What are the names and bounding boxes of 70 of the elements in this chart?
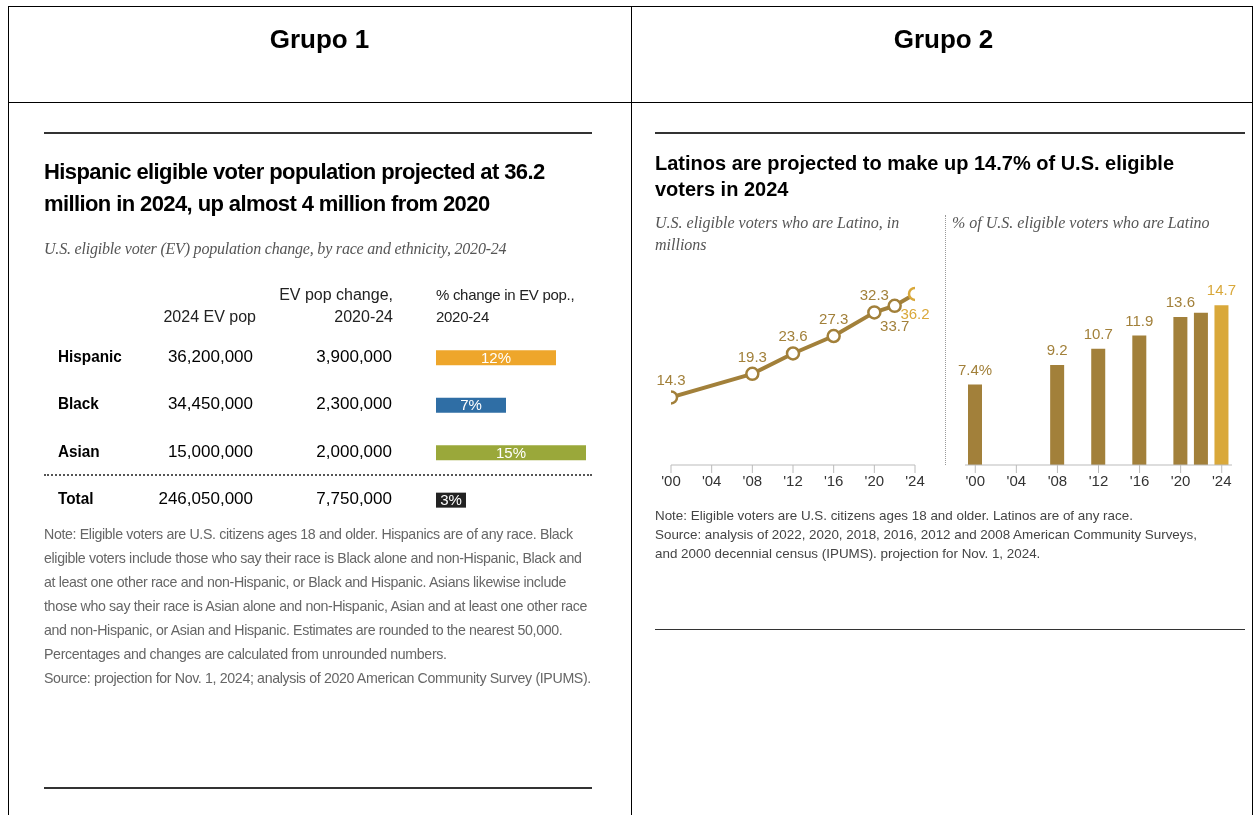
x-tick-label: '24 (1211, 471, 1232, 489)
bar (1214, 305, 1229, 465)
data-label: 14.3 (656, 371, 686, 389)
data-label: 13.6 (1165, 293, 1195, 311)
source-note: Source: analysis of 2022, 2020, 2018, 2016, 2012 and 2008 American Community Surveys, and 2000 decennial census (IPUMS). projection for Nov. 1, 2024. (655, 526, 1198, 563)
x-tick-label: '20 (1170, 471, 1191, 489)
data-label: 7% (460, 396, 482, 414)
data-label: 3% (440, 491, 462, 509)
data-label: 7.4% (957, 360, 993, 378)
bar (1132, 335, 1147, 465)
x-tick-label: '00 (661, 471, 681, 489)
x-axis-title: % change in EV pop., 2020-24 (436, 285, 576, 327)
x-tick-label: '12 (783, 471, 803, 489)
chart-subtitle: U.S. eligible voters who are Latino, in millions (655, 213, 901, 255)
data-label: 11.9 (1125, 311, 1154, 329)
data-label: 15% (495, 443, 527, 461)
x-tick-label: '20 (864, 471, 885, 489)
x-tick-label: '16 (1129, 471, 1150, 489)
data-label: 19.3 (737, 347, 767, 365)
bar (1050, 364, 1065, 465)
text: Note: Eligible voters are U.S. citizens ages 18 and older. Hispanics are of any race. Black eligible voters include those who say their race is Black alone and non-Hispanic, Black and at least one other race and non-Hispanic, or Black and Hispanic. Asians likewise include those who say their race is Asian alone and non-Hispanic, Asian and at least one other race and non-Hispanic, or Asian and Hispanic. Estimates are rounded to the nearest 50,000. Percentages and changes are calculated from unrounded numbers. (44, 525, 589, 664)
text: 2024 EV pop (162, 307, 256, 327)
text: 34,450,000 (166, 394, 253, 415)
text: 15,000,000 (166, 441, 253, 462)
data-label: 9.2 (1046, 340, 1068, 358)
x-tick-label: '00 (965, 471, 986, 489)
y-tick-label: Total (58, 489, 94, 510)
text: 3,900,000 (315, 346, 392, 367)
data-label: 10.7 (1083, 324, 1113, 342)
y-tick-label: Black (58, 394, 99, 415)
text: 2,300,000 (315, 394, 392, 415)
data-label: 12% (480, 348, 512, 366)
x-tick-label: '16 (823, 471, 844, 489)
bar (1173, 317, 1188, 465)
point (867, 305, 882, 320)
text: 2,000,000 (315, 441, 392, 462)
point (785, 346, 801, 361)
text: Note: Eligible voters are U.S. citizens ages 18 and older. Latinos are of any race. (655, 507, 1134, 525)
text: U.S. eligible voter (EV) population change, by race and ethnicity, 2020-24 (44, 240, 508, 258)
data-label: 32.3 (859, 286, 889, 304)
y-tick-label: Asian (58, 441, 100, 462)
text: Grupo 2 (892, 24, 995, 55)
y-tick-label: Hispanic (58, 346, 122, 367)
text: 36,200,000 (166, 346, 253, 367)
text: EV pop change, 2020-24 (278, 285, 393, 327)
source-note: Source: projection for Nov. 1, 2024; analysis of 2020 American Community Survey (IPUMS). (44, 669, 592, 688)
chart-title: Hispanic eligible voter population projected at 36.2 million in 2024, up almost 4 million from 2020 (44, 158, 546, 218)
data-label: 23.6 (778, 327, 808, 345)
bar (968, 384, 982, 465)
x-tick-label: '24 (905, 471, 925, 489)
x-tick-label: '04 (701, 471, 722, 489)
point (826, 328, 841, 344)
bar (1091, 348, 1106, 465)
x-tick-label: '08 (742, 471, 763, 489)
bar (436, 350, 556, 366)
x-tick-label: '08 (1047, 471, 1068, 489)
x-tick-label: '04 (1006, 471, 1027, 489)
data-label: 27.3 (819, 310, 849, 328)
text: 7,750,000 (315, 489, 392, 510)
point (887, 298, 902, 314)
text: Grupo 1 (268, 24, 371, 55)
data-label: 14.7 (1206, 281, 1237, 299)
chart-subtitle: % of U.S. eligible voters who are Latino (952, 213, 1211, 234)
text: 246,050,000 (157, 489, 253, 510)
point (745, 366, 760, 382)
bar (436, 397, 506, 413)
bar (436, 445, 586, 461)
bar (1193, 312, 1208, 465)
x-tick-label: '12 (1088, 471, 1109, 489)
chart-title: Latinos are projected to make up 14.7% of U.S. eligible voters in 2024 (655, 151, 1175, 202)
